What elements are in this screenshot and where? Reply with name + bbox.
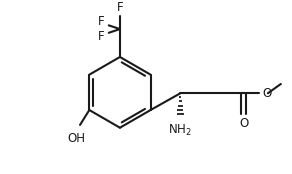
Text: F: F xyxy=(98,15,104,28)
Text: NH$_2$: NH$_2$ xyxy=(168,123,192,138)
Text: O: O xyxy=(262,87,272,100)
Text: OH: OH xyxy=(67,132,85,145)
Text: O: O xyxy=(239,117,248,130)
Text: F: F xyxy=(98,30,104,43)
Text: F: F xyxy=(117,1,123,14)
